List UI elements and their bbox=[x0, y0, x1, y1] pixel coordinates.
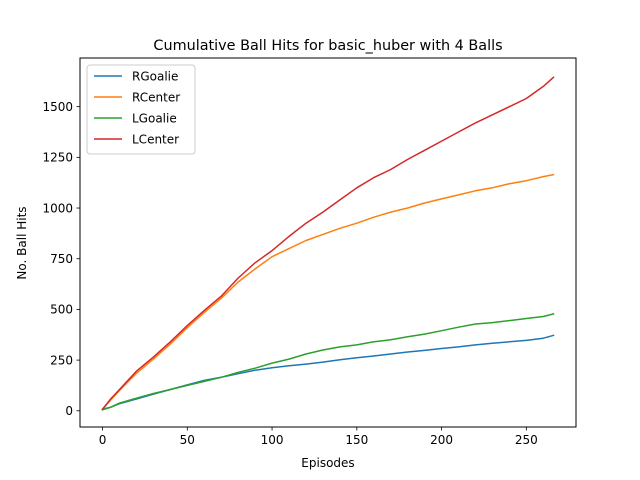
x-tick-label: 100 bbox=[261, 433, 284, 447]
x-axis-title: Episodes bbox=[301, 456, 354, 470]
legend-label-lcenter: LCenter bbox=[132, 132, 179, 146]
y-tick-label: 1000 bbox=[42, 201, 73, 215]
y-tick-label: 0 bbox=[65, 404, 73, 418]
legend-label-rcenter: RCenter bbox=[132, 90, 180, 104]
y-axis-title: No. Ball Hits bbox=[15, 206, 29, 279]
y-tick-label: 1500 bbox=[42, 100, 73, 114]
series-line-rcenter bbox=[101, 173, 555, 411]
plot-frame bbox=[79, 57, 577, 428]
chart-title: Cumulative Ball Hits for basic_huber wit… bbox=[153, 38, 502, 54]
x-tick-label: 150 bbox=[345, 433, 368, 447]
legend-label-rgoalie: RGoalie bbox=[132, 69, 178, 83]
y-tick-label: 750 bbox=[50, 252, 73, 266]
x-tick-label: 50 bbox=[180, 433, 195, 447]
x-tick-label: 250 bbox=[515, 433, 538, 447]
series-line-lgoalie bbox=[101, 312, 555, 411]
legend: RGoalie RCenter LGoalie LCenter bbox=[86, 64, 196, 155]
x-tick-label: 0 bbox=[99, 433, 107, 447]
series-line-lcenter bbox=[101, 76, 555, 411]
series-layer bbox=[101, 76, 555, 411]
y-tick-label: 500 bbox=[50, 303, 73, 317]
y-tick-label: 1250 bbox=[42, 151, 73, 165]
legend-box bbox=[86, 64, 196, 155]
legend-items: RGoalie RCenter LGoalie LCenter bbox=[94, 69, 180, 146]
ticks-layer: 0 50 100 150 200 250 0 250 500 750 1000 1250 1500 bbox=[42, 100, 537, 447]
x-tick-label: 200 bbox=[430, 433, 453, 447]
y-tick-label: 250 bbox=[50, 353, 73, 367]
legend-label-lgoalie: LGoalie bbox=[132, 111, 177, 125]
